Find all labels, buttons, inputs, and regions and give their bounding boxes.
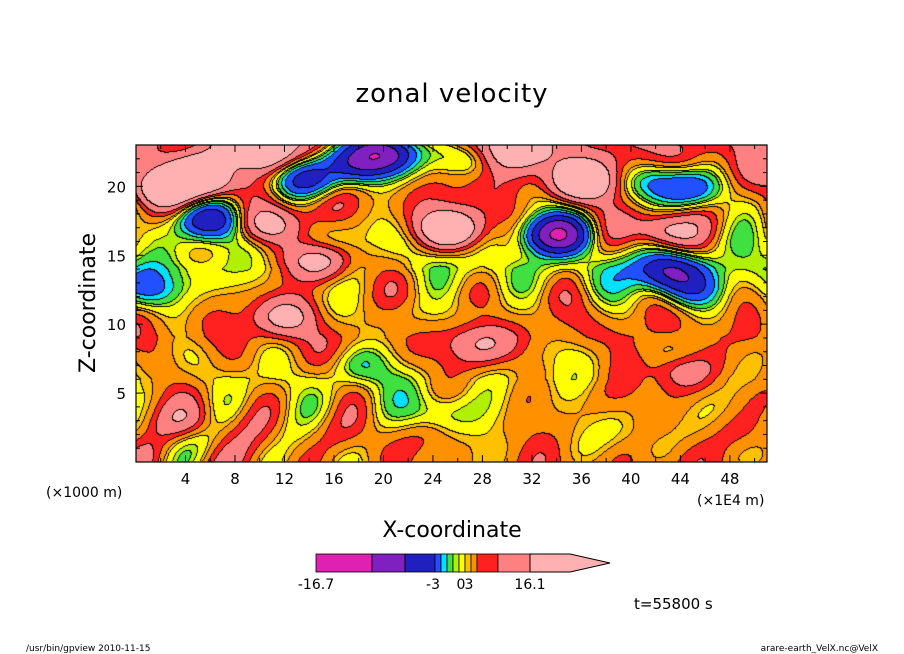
- x-tick-label: 12: [275, 470, 294, 488]
- colorbar-segment: [446, 553, 454, 573]
- y-axis-ticks: 5 10 15 20: [107, 158, 767, 449]
- x-tick-label: 20: [374, 470, 393, 488]
- colorbar-segment: [458, 553, 466, 573]
- colorbar: -16.7 -3 0 3 16.1: [298, 553, 611, 593]
- x-unit-right: (×1E4 m): [697, 493, 764, 509]
- colorbar-segment: [404, 553, 436, 573]
- colorbar-segment: [371, 553, 406, 573]
- colorbar-tick-label: -16.7: [298, 577, 334, 593]
- colorbar-segment: [470, 553, 478, 573]
- colorbar-tick-label: 16.1: [514, 577, 545, 593]
- colorbar-segment: [315, 553, 373, 573]
- y-axis-label: Z-coordinate: [76, 233, 101, 373]
- colorbar-segment: [440, 553, 448, 573]
- colorbar-segment: [476, 553, 499, 573]
- colorbar-tick-label: -3: [426, 577, 440, 593]
- time-label: t=55800 s: [634, 595, 713, 613]
- y-tick-label: 15: [107, 247, 126, 265]
- x-tick-label: 16: [324, 470, 343, 488]
- y-tick-label: 20: [107, 178, 126, 196]
- colorbar-segment: [452, 553, 460, 573]
- x-axis-ticks: 4 8 12 16 20 24 28 32 36 40 44 48: [160, 145, 756, 488]
- plot-area: [135, 144, 768, 463]
- colorbar-tick-label: 3: [465, 577, 474, 593]
- x-tick-label: 44: [671, 470, 690, 488]
- velocity-field: [136, 145, 767, 462]
- y-tick-label: 5: [116, 385, 126, 403]
- y-tick-label: 10: [107, 316, 126, 334]
- colorbar-tick-label: 0: [457, 577, 466, 593]
- x-unit-left: (×1000 m): [46, 485, 122, 501]
- colorbar-segment: [464, 553, 472, 573]
- x-tick-label: 28: [473, 470, 492, 488]
- x-tick-label: 48: [720, 470, 739, 488]
- x-tick-label: 40: [621, 470, 640, 488]
- x-tick-label: 36: [572, 470, 591, 488]
- x-axis-label: X-coordinate: [382, 518, 521, 543]
- footer-right: arare-earth_VelX.nc@VelX: [761, 644, 878, 654]
- chart-title: zonal velocity: [355, 79, 548, 109]
- plot-frame: [135, 144, 768, 463]
- x-tick-label: 24: [423, 470, 442, 488]
- footer-left: /usr/bin/gpview 2010-11-15: [26, 644, 150, 654]
- colorbar-segment: [497, 553, 531, 573]
- colorbar-segment: [434, 553, 442, 573]
- x-tick-label: 8: [230, 470, 240, 488]
- colorbar-arrow: [529, 553, 611, 573]
- x-tick-label: 32: [522, 470, 541, 488]
- x-tick-label: 4: [181, 470, 191, 488]
